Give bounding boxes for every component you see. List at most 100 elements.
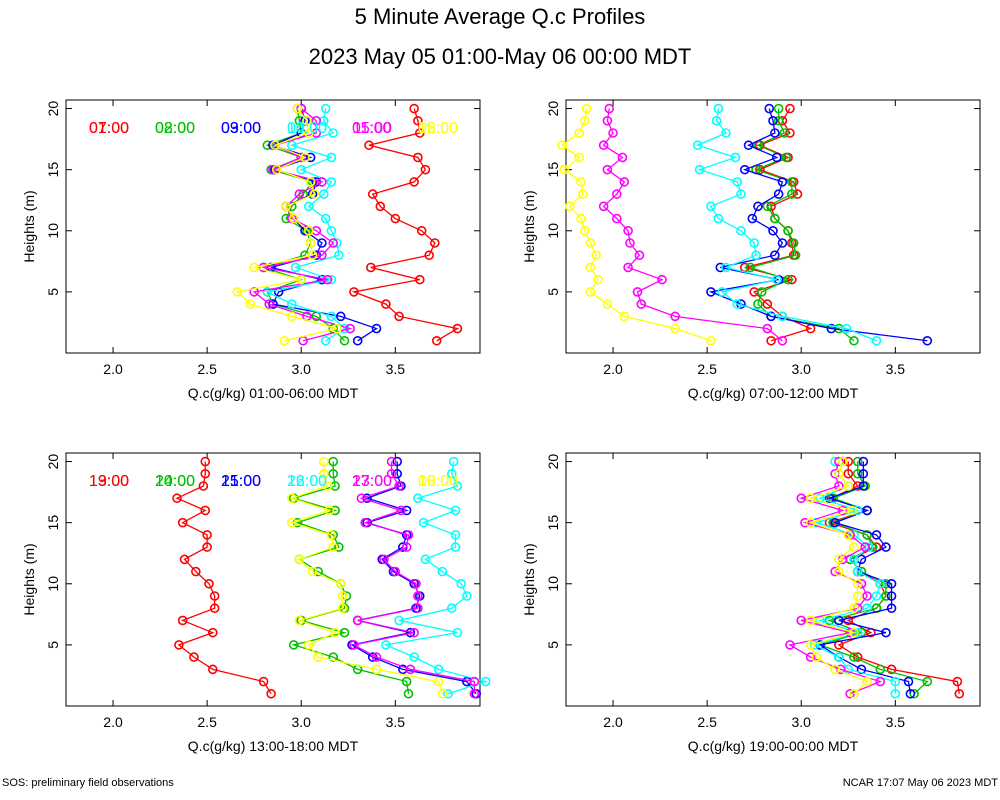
y-tick-label: 10 (545, 576, 561, 592)
data-point (670, 311, 680, 322)
data-point (598, 201, 609, 212)
series-line (175, 461, 272, 695)
data-point (753, 299, 763, 309)
data-point (952, 676, 963, 687)
data-point (706, 201, 716, 212)
data-point (604, 103, 615, 114)
data-point (886, 578, 897, 589)
data-point (711, 115, 722, 126)
data-point (805, 493, 816, 504)
data-point (287, 517, 297, 528)
data-point (394, 311, 404, 322)
data-point (367, 189, 378, 199)
data-point (326, 152, 337, 163)
data-point (830, 664, 840, 675)
chart-title: 5 Minute Average Q.c Profiles (354, 4, 646, 29)
data-point (564, 201, 575, 212)
data-point (732, 177, 743, 187)
x-tick-label: 3.5 (386, 361, 406, 377)
data-point (296, 274, 307, 285)
data-point (386, 468, 397, 479)
x-tick-label: 2.5 (697, 714, 717, 730)
data-point (371, 652, 382, 662)
series-line (351, 108, 460, 342)
data-point (337, 603, 348, 614)
data-point (762, 323, 773, 334)
y-tick-label: 20 (545, 101, 561, 117)
x-axis-label: Q.c(g/kg) 07:00-12:00 MDT (688, 385, 859, 401)
series-1600 (381, 456, 491, 699)
data-point (732, 299, 743, 309)
data-point (328, 238, 339, 248)
data-point (381, 299, 391, 309)
data-point (905, 688, 916, 699)
data-point (416, 225, 427, 236)
data-point (849, 627, 859, 638)
x-tick-label: 2.5 (697, 361, 717, 377)
y-tick-label: 15 (545, 162, 561, 178)
footer-timestamp: NCAR 17:07 May 06 2023 MDT (842, 777, 998, 789)
data-point (420, 554, 431, 565)
x-axis-label: Q.c(g/kg) 19:00-00:00 MDT (688, 738, 859, 754)
legend-entry: 19:00 (89, 473, 129, 490)
data-point (862, 603, 872, 614)
data-point (317, 250, 327, 261)
data-point (875, 664, 886, 675)
series-line (808, 461, 869, 695)
data-point (881, 591, 891, 601)
data-point (837, 456, 848, 467)
data-point (849, 335, 859, 346)
data-point (420, 164, 431, 175)
data-point (418, 517, 429, 528)
data-point (770, 250, 780, 261)
data-point (858, 456, 869, 467)
legend-entry: 13:00 (89, 473, 129, 490)
legend-entry: 09:00 (221, 120, 261, 137)
data-point (730, 152, 741, 163)
data-point (364, 140, 374, 151)
data-point (309, 189, 320, 199)
plot-frame (65, 99, 481, 354)
data-point (303, 640, 314, 650)
data-point (305, 152, 316, 163)
data-point (307, 250, 318, 261)
data-point (743, 140, 754, 151)
series-1700 (349, 456, 480, 699)
footer-note: SOS: preliminary field observations (2, 777, 174, 789)
data-point (790, 250, 801, 261)
data-point (890, 688, 901, 699)
data-point (207, 664, 218, 675)
data-point (452, 627, 463, 638)
data-point (360, 517, 371, 528)
data-point (574, 128, 584, 138)
x-tick-label: 2.0 (603, 361, 623, 377)
data-point (328, 468, 339, 479)
data-point (785, 128, 795, 138)
y-tick-label: 5 (545, 641, 561, 649)
data-point (779, 128, 790, 138)
data-point (559, 164, 569, 175)
data-point (313, 652, 323, 662)
series-line (270, 108, 378, 342)
data-point (617, 152, 628, 163)
legend-entry: 00:00 (418, 473, 458, 490)
data-point (392, 468, 403, 479)
data-point (736, 225, 746, 236)
y-tick-label: 5 (45, 288, 61, 296)
data-point (409, 627, 419, 638)
data-point (871, 530, 882, 540)
series-1800 (287, 456, 448, 699)
data-point (768, 115, 778, 126)
data-point (189, 652, 199, 662)
data-point (875, 578, 886, 589)
data-point (198, 481, 209, 491)
data-point (307, 566, 318, 577)
data-point (580, 115, 590, 126)
data-point (834, 481, 844, 491)
data-point (200, 505, 211, 516)
data-point (849, 652, 859, 662)
data-point (326, 530, 337, 540)
legend-entry: 23:00 (352, 473, 392, 490)
data-point (371, 323, 382, 334)
data-point (773, 115, 784, 126)
